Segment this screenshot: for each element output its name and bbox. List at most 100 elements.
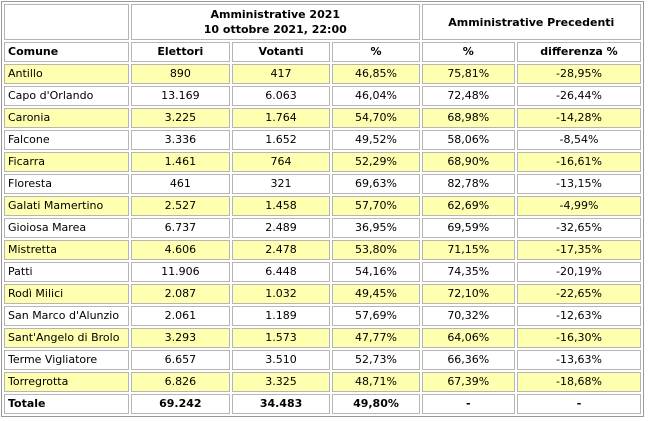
diff-cell: -8,54% <box>517 130 641 150</box>
elettori-cell: 13.169 <box>130 86 230 106</box>
diff-cell: -4,99% <box>517 196 641 216</box>
table-row: Capo d'Orlando 13.169 6.063 46,04% 72,48% -26… <box>4 86 641 106</box>
votanti-cell: 1.032 <box>231 284 331 304</box>
comune-cell: Mistretta <box>4 240 129 260</box>
elettori-cell: 2.527 <box>130 196 230 216</box>
pct-prev-cell: 67,39% <box>421 372 516 392</box>
elettori-cell: 6.657 <box>130 350 230 370</box>
col-header-elettori: Elettori <box>130 42 230 62</box>
pct-prev-cell: 74,35% <box>421 262 516 282</box>
pct-cell: 57,69% <box>332 306 420 326</box>
table-row: Antillo 890 417 46,85% 75,81% -28,95% <box>4 64 641 84</box>
comune-cell: Caronia <box>4 108 129 128</box>
elettori-cell: 2.061 <box>130 306 230 326</box>
elettori-cell: 1.461 <box>130 152 230 172</box>
pct-cell: 49,45% <box>332 284 420 304</box>
comune-cell: Capo d'Orlando <box>4 86 129 106</box>
votanti-cell: 764 <box>231 152 331 172</box>
group-header-current: Amministrative 2021 10 ottobre 2021, 22:… <box>130 4 420 40</box>
table-row: Terme Vigliatore 6.657 3.510 52,73% 66,36% -1… <box>4 350 641 370</box>
comune-cell: San Marco d'Alunzio <box>4 306 129 326</box>
col-header-diff: differenza % <box>517 42 641 62</box>
pct-prev-cell: 66,36% <box>421 350 516 370</box>
votanti-cell: 321 <box>231 174 331 194</box>
pct-prev-cell: 68,98% <box>421 108 516 128</box>
diff-cell: -17,35% <box>517 240 641 260</box>
elettori-cell: 11.906 <box>130 262 230 282</box>
pct-cell: 47,77% <box>332 328 420 348</box>
votanti-cell: 1.458 <box>231 196 331 216</box>
comune-cell: Patti <box>4 262 129 282</box>
table-body: Antillo 890 417 46,85% 75,81% -28,95% Capo d'O… <box>4 64 641 392</box>
diff-cell: -13,15% <box>517 174 641 194</box>
comune-cell: Antillo <box>4 64 129 84</box>
comune-cell: Sant'Angelo di Brolo <box>4 328 129 348</box>
elettori-cell: 6.737 <box>130 218 230 238</box>
elettori-cell: 4.606 <box>130 240 230 260</box>
pct-prev-cell: 71,15% <box>421 240 516 260</box>
group-current-datetime: 10 ottobre 2021, 22:00 <box>203 23 347 36</box>
pct-prev-cell: 70,32% <box>421 306 516 326</box>
pct-prev-cell: 72,48% <box>421 86 516 106</box>
group-header-row: Amministrative 2021 10 ottobre 2021, 22:… <box>4 4 641 40</box>
comune-cell: Floresta <box>4 174 129 194</box>
total-pct: 49,80% <box>332 394 420 414</box>
pct-prev-cell: 72,10% <box>421 284 516 304</box>
total-label: Totale <box>4 394 129 414</box>
pct-cell: 53,80% <box>332 240 420 260</box>
diff-cell: -22,65% <box>517 284 641 304</box>
total-pct-prev: - <box>421 394 516 414</box>
col-header-comune: Comune <box>4 42 129 62</box>
pct-prev-cell: 75,81% <box>421 64 516 84</box>
votanti-cell: 3.510 <box>231 350 331 370</box>
votanti-cell: 3.325 <box>231 372 331 392</box>
votanti-cell: 2.478 <box>231 240 331 260</box>
pct-cell: 36,95% <box>332 218 420 238</box>
table-row: Mistretta 4.606 2.478 53,80% 71,15% -17,35% <box>4 240 641 260</box>
table-row: Falcone 3.336 1.652 49,52% 58,06% -8,54% <box>4 130 641 150</box>
comune-cell: Torregrotta <box>4 372 129 392</box>
diff-cell: -18,68% <box>517 372 641 392</box>
elettori-cell: 6.826 <box>130 372 230 392</box>
table-row: San Marco d'Alunzio 2.061 1.189 57,69% 70,32… <box>4 306 641 326</box>
group-header-previous: Amministrative Precedenti <box>421 4 641 40</box>
diff-cell: -14,28% <box>517 108 641 128</box>
table-row: Patti 11.906 6.448 54,16% 74,35% -20,19% <box>4 262 641 282</box>
table-row: Gioiosa Marea 6.737 2.489 36,95% 69,59% -32,6… <box>4 218 641 238</box>
table-row: Torregrotta 6.826 3.325 48,71% 67,39% -18,68% <box>4 372 641 392</box>
elettori-cell: 890 <box>130 64 230 84</box>
pct-prev-cell: 58,06% <box>421 130 516 150</box>
votanti-cell: 1.573 <box>231 328 331 348</box>
pct-cell: 52,29% <box>332 152 420 172</box>
diff-cell: -16,61% <box>517 152 641 172</box>
pct-prev-cell: 69,59% <box>421 218 516 238</box>
comune-cell: Terme Vigliatore <box>4 350 129 370</box>
table-row: Sant'Angelo di Brolo 3.293 1.573 47,77% 64,0… <box>4 328 641 348</box>
votanti-cell: 417 <box>231 64 331 84</box>
pct-cell: 52,73% <box>332 350 420 370</box>
pct-prev-cell: 68,90% <box>421 152 516 172</box>
table-row: Floresta 461 321 69,63% 82,78% -13,15% <box>4 174 641 194</box>
diff-cell: -32,65% <box>517 218 641 238</box>
table-row: Ficarra 1.461 764 52,29% 68,90% -16,61% <box>4 152 641 172</box>
turnout-table: Amministrative 2021 10 ottobre 2021, 22:… <box>1 1 644 417</box>
pct-cell: 69,63% <box>332 174 420 194</box>
pct-prev-cell: 82,78% <box>421 174 516 194</box>
col-header-pct-previous: % <box>421 42 516 62</box>
pct-prev-cell: 62,69% <box>421 196 516 216</box>
pct-cell: 54,16% <box>332 262 420 282</box>
comune-cell: Ficarra <box>4 152 129 172</box>
diff-cell: -26,44% <box>517 86 641 106</box>
votanti-cell: 2.489 <box>231 218 331 238</box>
table-row: Galati Mamertino 2.527 1.458 57,70% 62,69% -4… <box>4 196 641 216</box>
elettori-cell: 461 <box>130 174 230 194</box>
total-diff: - <box>517 394 641 414</box>
pct-cell: 48,71% <box>332 372 420 392</box>
votanti-cell: 6.448 <box>231 262 331 282</box>
pct-cell: 46,85% <box>332 64 420 84</box>
diff-cell: -20,19% <box>517 262 641 282</box>
column-header-row: Comune Elettori Votanti % % differenza % <box>4 42 641 62</box>
total-row: Totale 69.242 34.483 49,80% - - <box>4 394 641 414</box>
votanti-cell: 6.063 <box>231 86 331 106</box>
pct-cell: 46,04% <box>332 86 420 106</box>
